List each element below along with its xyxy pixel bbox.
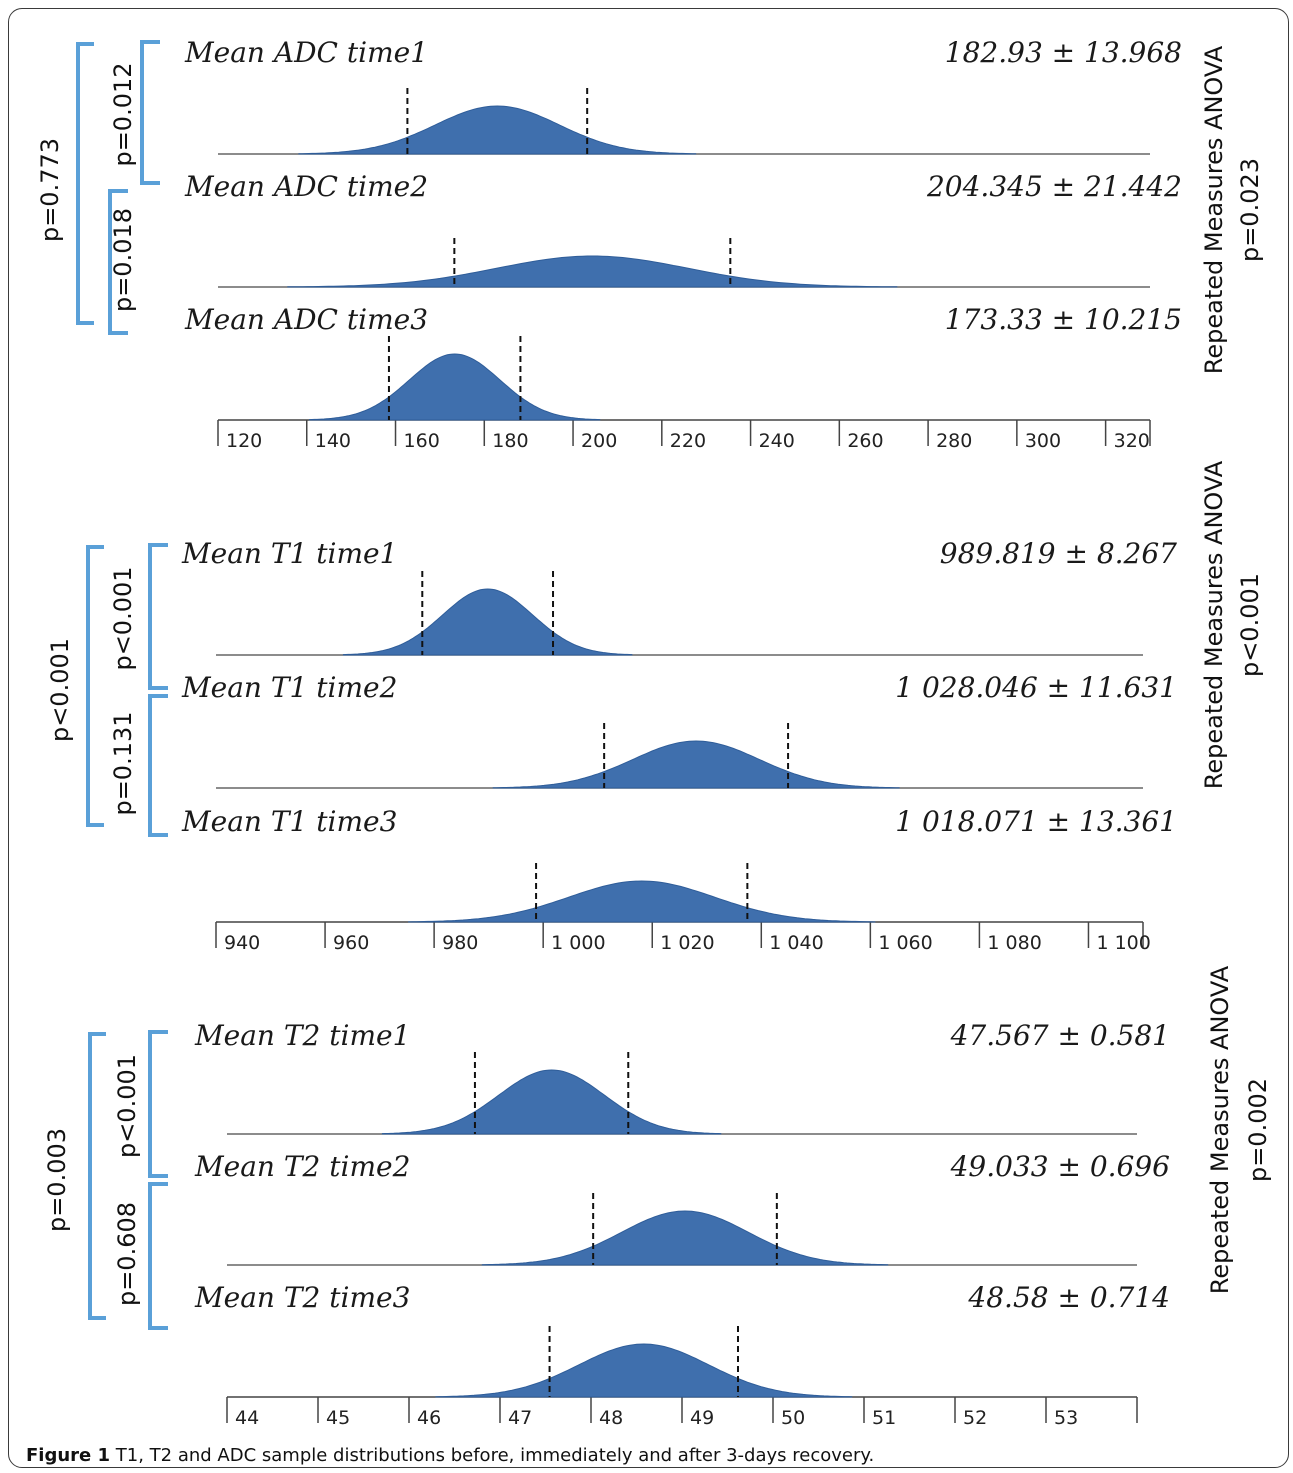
x-tick-label: 48 [599,1407,623,1429]
x-tick-label: 280 [936,430,972,452]
series-stat-label: 173.33 ± 10.215 [945,303,1182,336]
figure-chart: 120 140 160 180 200 220 240 260 280 300 320 Mean AD… [36,36,1272,1429]
anova-pvalue: p=0.002 [1244,1078,1272,1182]
x-tick-label: 46 [417,1407,441,1429]
bracket-time1-time2 [140,40,160,185]
x-tick-label: 1 100 [1096,932,1150,954]
x-tick-label: 1 020 [660,932,714,954]
series-stat-label: 989.819 ± 8.267 [940,537,1177,570]
distribution-curve [435,1343,853,1398]
x-tick-label: 980 [442,932,478,954]
series-name-label: Mean ADC time2 [184,170,428,203]
series-name-label: Mean ADC time1 [184,36,428,69]
x-tick-label: 200 [581,430,617,452]
x-tick-label: 1 000 [551,932,605,954]
anova-pvalue: p=0.023 [1236,158,1264,262]
series-name-label: Mean T2 time2 [194,1150,410,1183]
x-tick-label: 160 [404,430,440,452]
pvalue-time1-time3: p=0.773 [36,138,64,242]
series-stat-label: 48.58 ± 0.714 [967,1281,1170,1314]
x-tick-label: 1 060 [878,932,932,954]
bracket-time1-time3 [88,1032,106,1320]
series-name-label: Mean T1 time2 [181,671,397,704]
distribution-curve [309,353,601,421]
series-stat-label: 1 018.071 ± 13.361 [895,805,1177,838]
series-stat-label: 182.93 ± 13.968 [945,36,1182,69]
distribution-curve [408,880,876,923]
series-stat-label: 47.567 ± 0.581 [950,1019,1170,1052]
distribution-curve [298,105,697,155]
series-stat-label: 204.345 ± 21.442 [926,170,1182,203]
x-tick-label: 47 [508,1407,532,1429]
caption-text: T1, T2 and ADC sample distributions befo… [110,1445,875,1466]
series-name-label: Mean T2 time3 [194,1281,410,1314]
x-tick-label: 44 [235,1407,259,1429]
x-tick-label: 53 [1054,1407,1078,1429]
pvalue-time1-time2: p=0.012 [109,62,137,166]
x-tick-label: 240 [759,430,795,452]
x-tick-label: 52 [963,1407,987,1429]
x-tick-label: 51 [872,1407,896,1429]
bracket-time2-time3 [148,694,168,837]
caption-label: Figure 1 [26,1445,111,1466]
pvalue-time2-time3: p=0.608 [113,1202,141,1306]
series-stat-label: 1 028.046 ± 11.631 [895,671,1177,704]
pvalue-time1-time3: p=0.003 [43,1128,71,1232]
figure-caption: Figure 1 T1, T2 and ADC sample distribut… [26,1445,874,1466]
x-tick-label: 1 040 [769,932,823,954]
bracket-time2-time3 [148,1182,168,1330]
distribution-curve [287,255,898,288]
series-name-label: Mean ADC time3 [184,303,428,336]
x-tick-label: 1 080 [987,932,1041,954]
series-name-label: Mean T2 time1 [194,1019,410,1052]
pvalue-time2-time3: p=0.131 [109,711,137,815]
pvalue-time1-time2: p<0.001 [113,1054,141,1158]
x-tick-label: 320 [1114,430,1150,452]
distribution-curve [381,1069,722,1135]
x-tick-label: 260 [847,430,883,452]
series-name-label: Mean T1 time1 [181,537,397,570]
anova-label: Repeated Measures ANOVA [1200,45,1228,374]
x-tick-label: 50 [781,1407,805,1429]
series-stat-label: 49.033 ± 0.696 [950,1150,1170,1183]
bracket-time1-time3 [76,42,94,325]
bracket-time2-time3 [108,189,128,335]
x-tick-label: 49 [690,1407,714,1429]
x-tick-label: 220 [670,430,706,452]
pvalue-time1-time3: p<0.001 [46,638,74,742]
series-name-label: Mean T1 time3 [181,805,397,838]
pvalue-time1-time2: p<0.001 [109,566,137,670]
bracket-time1-time3 [86,545,104,827]
distribution-curve [342,588,633,656]
distribution-curve [481,1210,889,1266]
anova-label: Repeated Measures ANOVA [1206,965,1234,1294]
figure-frame [8,8,1289,1468]
pvalue-time2-time3: p=0.018 [109,208,137,312]
bracket-time1-time2 [148,1030,168,1178]
x-tick-label: 960 [333,932,369,954]
x-tick-label: 120 [226,430,262,452]
x-tick-label: 45 [326,1407,350,1429]
x-tick-label: 180 [492,430,528,452]
bracket-time1-time2 [148,543,168,690]
x-tick-label: 940 [224,932,260,954]
x-tick-label: 300 [1025,430,1061,452]
distribution-curve [492,740,900,789]
x-tick-label: 140 [315,430,351,452]
anova-pvalue: p<0.001 [1236,573,1264,677]
anova-label: Repeated Measures ANOVA [1200,460,1228,789]
